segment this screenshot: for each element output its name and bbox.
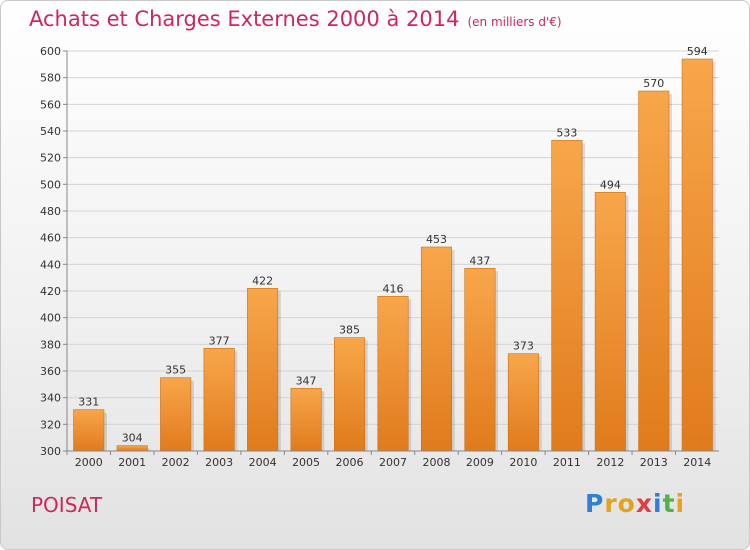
x-tick-label: 2000 <box>75 456 103 469</box>
x-tick-label: 2006 <box>336 456 364 469</box>
data-label: 422 <box>252 274 273 287</box>
x-tick-label: 2008 <box>422 456 450 469</box>
bar <box>507 353 539 452</box>
data-label: 453 <box>426 233 447 246</box>
y-tick-label: 400 <box>40 312 61 325</box>
x-tick-label: 2012 <box>596 456 624 469</box>
y-tick-label: 540 <box>40 125 61 138</box>
chart-title-text: Achats et Charges Externes 2000 à 2014 <box>29 7 460 31</box>
x-tick-label: 2001 <box>118 456 146 469</box>
y-tick-label: 480 <box>40 205 61 218</box>
data-label: 570 <box>643 77 664 90</box>
bar <box>420 246 452 452</box>
x-tick-label: 2003 <box>205 456 233 469</box>
x-tick-label: 2007 <box>379 456 407 469</box>
bar <box>334 337 366 452</box>
bar <box>116 445 148 452</box>
x-tick-label: 2011 <box>553 456 581 469</box>
bar <box>594 192 626 452</box>
bar <box>377 296 409 452</box>
data-label: 416 <box>383 282 404 295</box>
y-tick-label: 340 <box>40 392 61 405</box>
x-tick-label: 2009 <box>466 456 494 469</box>
x-tick-label: 2014 <box>683 456 711 469</box>
data-label: 533 <box>556 126 577 139</box>
bar <box>247 288 279 452</box>
y-tick-label: 300 <box>40 445 61 458</box>
bar <box>551 140 583 452</box>
y-tick-label: 520 <box>40 152 61 165</box>
bar <box>290 388 322 452</box>
bar <box>464 268 496 452</box>
chart-subtitle: (en milliers d'€) <box>467 15 562 29</box>
x-tick-label: 2013 <box>640 456 668 469</box>
bar <box>73 409 105 452</box>
y-tick-label: 440 <box>40 258 61 271</box>
y-tick-label: 580 <box>40 72 61 85</box>
y-tick-label: 380 <box>40 338 61 351</box>
y-tick-label: 460 <box>40 232 61 245</box>
brand-letter: P <box>585 489 605 518</box>
brand-letter: r <box>604 489 618 518</box>
y-tick-label: 560 <box>40 98 61 111</box>
x-tick-label: 2002 <box>162 456 190 469</box>
brand-letter: i <box>675 489 686 518</box>
x-tick-label: 2010 <box>509 456 537 469</box>
y-tick-label: 500 <box>40 178 61 191</box>
bar <box>638 90 670 452</box>
data-label: 494 <box>600 178 621 191</box>
brand-letter: o <box>617 489 636 518</box>
chart-title: Achats et Charges Externes 2000 à 2014 (e… <box>29 7 562 31</box>
data-label: 355 <box>165 364 186 377</box>
data-label: 331 <box>78 396 99 409</box>
x-tick-label: 2004 <box>249 456 277 469</box>
bar <box>203 348 235 452</box>
brand-letter: x <box>635 489 653 518</box>
axes: 300 320 340 360 380 400 420 440 460 480 500 520 540 5… <box>40 45 719 469</box>
bars: 331 304 355 377 422 347 385 416 453 437 373 533 494 5… <box>73 45 716 452</box>
data-label: 437 <box>469 254 490 267</box>
place-name: POISAT <box>31 493 103 517</box>
x-tick-label: 2005 <box>292 456 320 469</box>
brand-letter: i <box>653 489 663 518</box>
brand-letter: t <box>662 489 676 518</box>
data-label: 347 <box>296 374 317 387</box>
y-tick-label: 360 <box>40 365 61 378</box>
brand-logo: Proxiti <box>585 489 685 518</box>
y-tick-label: 600 <box>40 45 61 58</box>
data-label: 304 <box>122 432 143 445</box>
data-label: 373 <box>513 340 534 353</box>
bar <box>681 58 713 452</box>
y-tick-label: 420 <box>40 285 61 298</box>
data-label: 385 <box>339 324 360 337</box>
y-tick-label: 320 <box>40 418 61 431</box>
bar <box>160 377 192 452</box>
data-label: 377 <box>209 334 230 347</box>
data-label: 594 <box>687 45 708 58</box>
